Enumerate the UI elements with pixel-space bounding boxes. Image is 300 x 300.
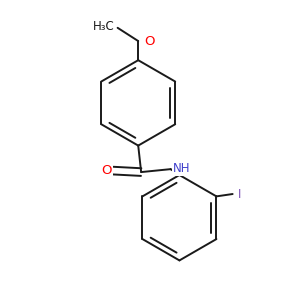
Text: O: O (101, 164, 112, 177)
Text: H₃C: H₃C (93, 20, 115, 33)
Text: NH: NH (173, 162, 190, 175)
Text: O: O (145, 34, 155, 48)
Text: I: I (238, 188, 241, 200)
